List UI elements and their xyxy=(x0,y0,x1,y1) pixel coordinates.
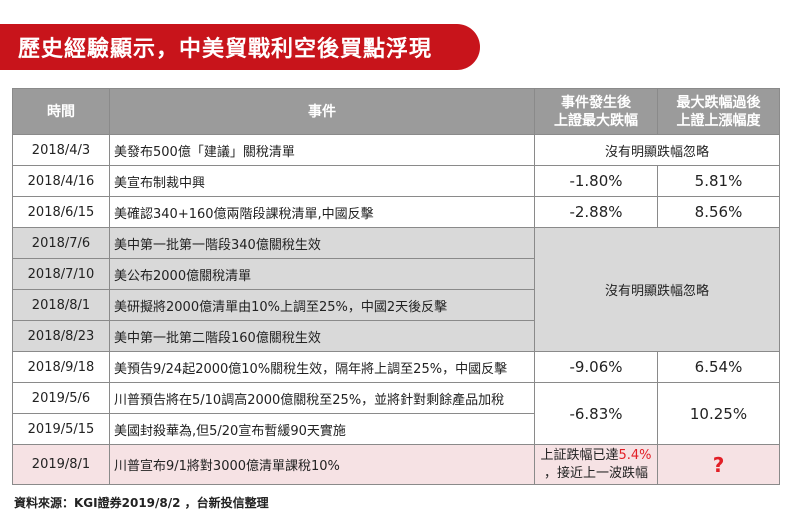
note-prefix: 上証跌幅已達 xyxy=(540,447,619,463)
question-mark: ? xyxy=(712,452,725,477)
date-cell: 2019/5/6 xyxy=(12,382,110,414)
note-cell: 沒有明顯跌幅忽略 xyxy=(534,134,780,166)
table-row-highlight: 2019/8/1 川普宣布9/1將對3000億清單課稅10% 上証跌幅已達5.4… xyxy=(12,444,780,485)
table-row: 2019/5/6 川普預告將在5/10調高2000億關稅至25%，並將針對剩餘產… xyxy=(12,382,780,445)
page-title: 歷史經驗顯示，中美貿戰利空後買點浮現 xyxy=(18,37,433,62)
header-drop-line1: 事件發生後 xyxy=(561,94,631,111)
note-suffix: ，接近上一波跌幅 xyxy=(543,465,648,481)
table-row: 2018/8/23 美中第一批第二階段160億關稅生效 xyxy=(12,320,780,352)
latest-rebound-cell: ? xyxy=(657,444,780,485)
header-date: 時間 xyxy=(12,88,110,135)
table-row: 2018/4/3 美發布500億「建議」關稅清單 沒有明顯跌幅忽略 xyxy=(12,134,780,166)
event-cell: 美中第一批第一階段340億關稅生效 xyxy=(109,227,535,259)
gray-note-cell: 沒有明顯跌幅忽略 xyxy=(534,227,780,352)
event-cell: 川普預告將在5/10調高2000億關稅至25%，並將針對剩餘產品加稅 xyxy=(109,382,535,414)
date-cell: 2018/4/16 xyxy=(12,165,110,197)
table-row: 2018/9/18 美預告9/24起2000億10%關稅生效，隔年將上調至25%… xyxy=(12,351,780,383)
event-cell: 美中第一批第二階段160億關稅生效 xyxy=(109,320,535,352)
table-row: 2019/5/15 美國封殺華為,但5/20宣布暫緩90天實施 xyxy=(12,413,780,445)
rebound-cell: 6.54% xyxy=(657,351,780,383)
header-rebound: 最大跌幅過後 上證上漲幅度 xyxy=(657,88,780,135)
note-value: 5.4% xyxy=(618,447,652,463)
event-cell: 美宣布制裁中興 xyxy=(109,165,535,197)
header-rebound-line1: 最大跌幅過後 xyxy=(676,94,761,111)
drop-cell: -1.80% xyxy=(534,165,658,197)
drop-cell: -2.88% xyxy=(534,196,658,228)
rebound-cell: 5.81% xyxy=(657,165,780,197)
title-banner: 歷史經驗顯示，中美貿戰利空後買點浮現 xyxy=(0,24,480,70)
source-note: 資料來源：KGI證券2019/8/2 ，台新投信整理 xyxy=(14,496,269,510)
date-cell: 2018/6/15 xyxy=(12,196,110,228)
table-row: 2018/7/10 美公布2000億關稅清單 xyxy=(12,258,780,290)
header-drop: 事件發生後 上證最大跌幅 xyxy=(534,88,658,135)
event-cell: 美國封殺華為,但5/20宣布暫緩90天實施 xyxy=(109,413,535,445)
header-event: 事件 xyxy=(109,88,535,135)
header-row: 時間 事件 事件發生後 上證最大跌幅 最大跌幅過後 上證上漲幅度 xyxy=(12,88,780,135)
header-rebound-line2: 上證上漲幅度 xyxy=(676,112,761,129)
table-row: 2018/8/1 美研擬將2000億清單由10%上調至25%，中國2天後反擊 xyxy=(12,289,780,321)
date-cell: 2018/7/6 xyxy=(12,227,110,259)
event-cell: 美發布500億「建議」關稅清單 xyxy=(109,134,535,166)
table-row: 2018/4/16 美宣布制裁中興 -1.80% 5.81% xyxy=(12,165,780,197)
latest-drop-note: 上証跌幅已達5.4% ，接近上一波跌幅 xyxy=(534,444,658,485)
drop-cell: -9.06% xyxy=(534,351,658,383)
event-cell: 川普宣布9/1將對3000億清單課稅10% xyxy=(109,444,535,485)
header-drop-line2: 上證最大跌幅 xyxy=(554,112,638,129)
drop-cell: -6.83% xyxy=(534,382,658,445)
event-cell: 美確認340+160億兩階段課稅清單,中國反擊 xyxy=(109,196,535,228)
rebound-cell: 10.25% xyxy=(657,382,780,445)
event-cell: 美公布2000億關稅清單 xyxy=(109,258,535,290)
date-cell: 2018/7/10 xyxy=(12,258,110,290)
event-cell: 美預告9/24起2000億10%關稅生效，隔年將上調至25%，中國反擊 xyxy=(109,351,535,383)
rebound-cell: 8.56% xyxy=(657,196,780,228)
date-cell: 2019/8/1 xyxy=(12,444,110,485)
date-cell: 2019/5/15 xyxy=(12,413,110,445)
table-row: 2018/6/15 美確認340+160億兩階段課稅清單,中國反擊 -2.88%… xyxy=(12,196,780,228)
date-cell: 2018/9/18 xyxy=(12,351,110,383)
date-cell: 2018/8/23 xyxy=(12,320,110,352)
date-cell: 2018/8/1 xyxy=(12,289,110,321)
date-cell: 2018/4/3 xyxy=(12,134,110,166)
event-cell: 美研擬將2000億清單由10%上調至25%，中國2天後反擊 xyxy=(109,289,535,321)
table-row: 2018/7/6 美中第一批第一階段340億關稅生效 沒有明顯跌幅忽略 xyxy=(12,227,780,352)
trade-war-table: 時間 事件 事件發生後 上證最大跌幅 最大跌幅過後 上證上漲幅度 2018/4/… xyxy=(12,88,780,485)
